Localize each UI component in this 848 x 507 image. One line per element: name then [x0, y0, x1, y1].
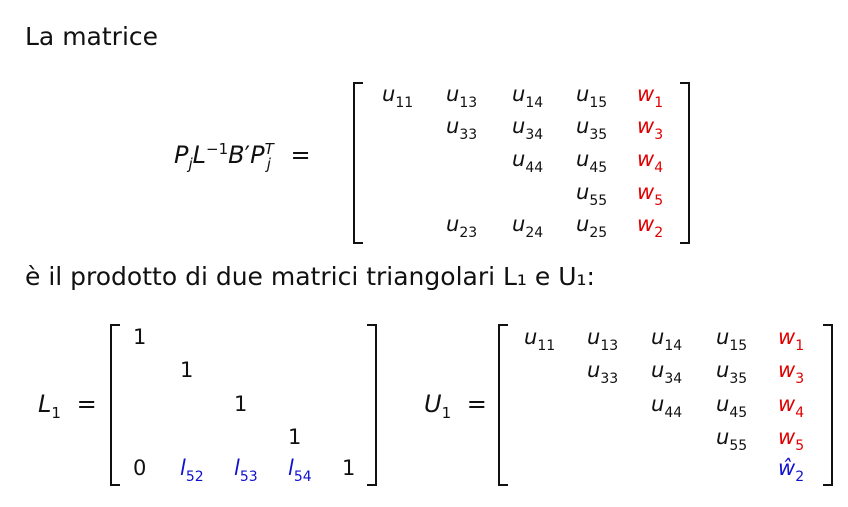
matrix-U1-cell: u13: [587, 325, 619, 354]
matrix-U1-cell: w4: [778, 392, 805, 421]
matrix-A-cell: w2: [637, 212, 664, 241]
matrix-a-right-bracket: [680, 82, 690, 244]
matrix-L1-cell: l53: [234, 456, 258, 485]
matrix-a-left-bracket: [353, 82, 363, 244]
matrix-A-cell: u55: [576, 180, 608, 209]
matrix-l1-right-bracket: [367, 324, 377, 486]
matrix-U1-cell: u15: [716, 325, 748, 354]
lhs-expression: PjL−1B′PTj =: [174, 140, 311, 173]
l1-label: L1 =: [38, 390, 97, 422]
matrix-A-cell: u11: [382, 82, 414, 111]
matrix-L1-cell: 0: [133, 456, 147, 480]
matrix-U1-cell: u11: [524, 325, 556, 354]
matrix-L1-cell: 1: [234, 392, 248, 416]
matrix-A-cell: u13: [446, 82, 478, 111]
matrix-A-cell: u25: [576, 212, 608, 241]
matrix-L1-cell: 1: [180, 358, 194, 382]
matrix-A-cell: w4: [637, 147, 664, 176]
u1-label: U1 =: [424, 390, 487, 422]
matrix-L1-cell: l52: [180, 456, 204, 485]
matrix-L1-cell: 1: [133, 325, 147, 349]
matrix-A-cell: w1: [637, 82, 664, 111]
matrix-U1-cell: u45: [716, 392, 748, 421]
matrix-A-cell: u14: [512, 82, 544, 111]
matrix-L1-cell: l54: [288, 456, 312, 485]
matrix-L1-cell: 1: [288, 425, 302, 449]
matrix-L1-cell: 1: [342, 456, 356, 480]
matrix-U1-cell: u44: [651, 392, 683, 421]
matrix-A-cell: u44: [512, 147, 544, 176]
matrix-l1-left-bracket: [110, 324, 120, 486]
matrix-u1-right-bracket: [823, 324, 833, 486]
matrix-A-cell: w5: [637, 180, 664, 209]
matrix-U1-cell: w1: [778, 325, 805, 354]
matrix-U1-cell: u14: [651, 325, 683, 354]
matrix-U1-cell: u35: [716, 358, 748, 387]
matrix-A-cell: u34: [512, 114, 544, 143]
matrix-A-cell: w3: [637, 114, 664, 143]
matrix-u1-left-bracket: [498, 324, 508, 486]
matrix-A-cell: u15: [576, 82, 608, 111]
matrix-U1-cell: u33: [587, 358, 619, 387]
matrix-U1-cell: ŵ2: [778, 456, 805, 485]
matrix-A-cell: u23: [446, 212, 478, 241]
matrix-A-cell: u24: [512, 212, 544, 241]
matrix-A-cell: u45: [576, 147, 608, 176]
matrix-U1-cell: w3: [778, 358, 805, 387]
matrix-A-cell: u33: [446, 114, 478, 143]
matrix-U1-cell: w5: [778, 425, 805, 454]
matrix-A-cell: u35: [576, 114, 608, 143]
product-text: è il prodotto di due matrici triangolari…: [25, 262, 595, 291]
intro-text: La matrice: [25, 22, 159, 51]
matrix-U1-cell: u55: [716, 425, 748, 454]
matrix-U1-cell: u34: [651, 358, 683, 387]
